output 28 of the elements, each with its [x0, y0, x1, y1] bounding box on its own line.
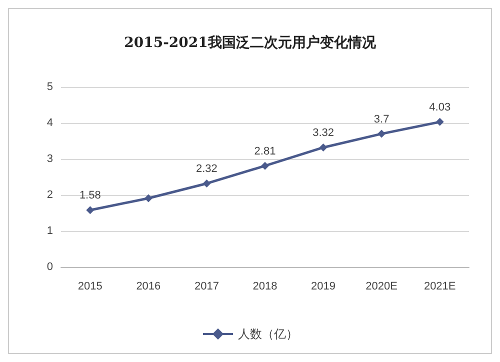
x-tick-label: 2019 — [311, 280, 336, 292]
x-tick-label: 2017 — [194, 280, 219, 292]
x-tick-label: 2021E — [424, 280, 456, 292]
data-label: 1.58 — [79, 190, 101, 202]
y-tick-label: 1 — [46, 225, 53, 237]
y-tick-label: 0 — [46, 261, 53, 273]
y-tick-label: 4 — [46, 117, 53, 129]
point — [319, 143, 328, 152]
point — [144, 194, 152, 202]
legend-label: 人数（亿） — [238, 327, 298, 341]
data-label: 3.32 — [312, 126, 334, 139]
point — [202, 179, 211, 188]
point — [436, 118, 444, 126]
x-tick-label: 2020E — [366, 280, 398, 292]
x-tick-label: 2018 — [252, 280, 278, 292]
chart-title: 2015-2021我国泛二次元用户变化情况 — [124, 34, 377, 51]
x-tick-label: 2015 — [78, 280, 102, 292]
point — [378, 130, 386, 138]
y-tick-label: 5 — [46, 81, 53, 93]
data-label: 4.03 — [429, 101, 451, 114]
data-label: 2.32 — [196, 162, 218, 175]
y-tick-label: 2 — [46, 189, 53, 201]
data-label: 2.81 — [254, 145, 276, 158]
y-tick-label: 3 — [46, 153, 53, 165]
point — [261, 162, 269, 170]
point — [86, 206, 94, 214]
data-label: 3.7 — [374, 113, 390, 126]
x-tick-label: 2016 — [136, 280, 161, 292]
